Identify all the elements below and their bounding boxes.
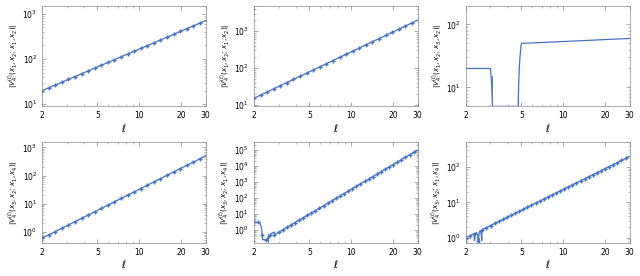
X-axis label: $\ell$: $\ell$ [545, 122, 550, 134]
Y-axis label: $|V_4^{(\ell)}(x_1, x_2;\, x_3, x_2)|$: $|V_4^{(\ell)}(x_1, x_2;\, x_3, x_2)|$ [429, 24, 444, 88]
Y-axis label: $|V_4^{(\ell)}(x_1, x_2;\, x_1, x_2)|$: $|V_4^{(\ell)}(x_1, x_2;\, x_1, x_2)|$ [6, 24, 20, 88]
Y-axis label: $|V_4^{(\ell)}(x_3, x_2;\, x_1, x_4)|$: $|V_4^{(\ell)}(x_3, x_2;\, x_1, x_4)|$ [429, 161, 444, 225]
X-axis label: $\ell$: $\ell$ [121, 122, 127, 134]
X-axis label: $\ell$: $\ell$ [333, 258, 339, 270]
X-axis label: $\ell$: $\ell$ [121, 258, 127, 270]
Y-axis label: $|V_4^{(\ell)}(x_3, x_2;\, x_1, x_4)|$: $|V_4^{(\ell)}(x_3, x_2;\, x_1, x_4)|$ [218, 161, 232, 225]
X-axis label: $\ell$: $\ell$ [545, 258, 550, 270]
Y-axis label: $|V_4^{(\ell)}(x_3, x_2;\, x_1, x_4)|$: $|V_4^{(\ell)}(x_3, x_2;\, x_1, x_4)|$ [6, 161, 20, 225]
X-axis label: $\ell$: $\ell$ [333, 122, 339, 134]
Y-axis label: $|V_4^{(\ell)}(x_1, x_2;\, x_1, x_2)|$: $|V_4^{(\ell)}(x_1, x_2;\, x_1, x_2)|$ [218, 24, 232, 88]
